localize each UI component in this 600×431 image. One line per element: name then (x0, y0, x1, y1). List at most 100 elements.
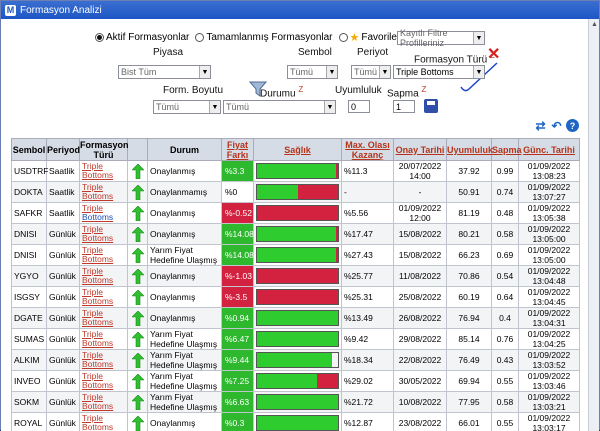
cell-sembol[interactable]: ALKIM (12, 350, 47, 371)
col-sapma[interactable]: Sapma (492, 139, 519, 161)
durumu-select[interactable]: Tümü ▼ (223, 100, 336, 114)
cell-sembol[interactable]: ISGSY (12, 287, 47, 308)
vertical-scrollbar[interactable]: ▲ (588, 19, 599, 431)
save-icon[interactable] (424, 99, 438, 113)
cell-sembol[interactable]: SAFKR (12, 203, 47, 224)
chevron-down-icon: ▼ (473, 32, 484, 44)
undo-icon[interactable]: ↶ (550, 119, 563, 132)
col-max-olasi[interactable]: Max. Olası Kazanç (342, 139, 394, 161)
cell-onay-tarihi: 26/08/2022 (394, 308, 447, 329)
col-periyod[interactable]: Periyod (47, 139, 80, 161)
col-saglik[interactable]: Sağlık (254, 139, 342, 161)
cell-onay-tarihi: 30/05/2022 (394, 371, 447, 392)
cell-sembol[interactable]: SUMAS (12, 329, 47, 350)
col-durum[interactable]: Durum (148, 139, 222, 161)
health-bar (256, 268, 339, 284)
cell-sembol[interactable]: DOKTA (12, 182, 47, 203)
cell-arrow (128, 224, 148, 245)
col-onay-tarihi[interactable]: Onay Tarihi (394, 139, 447, 161)
cell-saglik (254, 224, 342, 245)
col-uyumluluk[interactable]: Uyumluluk (447, 139, 492, 161)
sembol-select-value: Tümü (290, 67, 313, 77)
cell-sembol[interactable]: DGATE (12, 308, 47, 329)
profile-select[interactable]: Kayıtlı Filtre Profilleriniz ▼ (397, 31, 485, 45)
cell-sembol[interactable]: INVEO (12, 371, 47, 392)
cell-periyod: Günlük (47, 245, 80, 266)
periyot-select[interactable]: Tümü ▼ (351, 65, 391, 79)
uyumluluk-input[interactable]: 0 (348, 100, 370, 113)
health-bar-green (257, 311, 338, 325)
form-boyutu-select[interactable]: Tümü ▼ (153, 100, 221, 114)
sort-z-icon[interactable]: Z (421, 85, 426, 94)
cell-saglik (254, 266, 342, 287)
health-bar-green (257, 227, 336, 241)
cell-onay-tarihi: 15/08/2022 (394, 224, 447, 245)
cell-max-olasi: %25.77 (342, 266, 394, 287)
refresh-icon[interactable]: ⇄ (534, 119, 547, 132)
sapma-input[interactable]: 1 (393, 100, 415, 113)
cell-sembol[interactable]: ROYAL (12, 413, 47, 431)
cell-sembol[interactable]: DNISI (12, 224, 47, 245)
piyasa-select[interactable]: Bist Tüm ▼ (118, 65, 211, 79)
radio-dot (95, 33, 104, 42)
sort-z-icon[interactable]: Z (298, 85, 303, 94)
sort-z-icon[interactable]: Z (490, 51, 495, 60)
cell-sembol[interactable]: USDTRF (12, 161, 47, 182)
cell-sembol[interactable]: SOKM (12, 392, 47, 413)
radio-aktif[interactable]: Aktif Formasyonlar (95, 32, 189, 43)
formasyon-turu-select[interactable]: Triple Bottoms ▼ (393, 65, 485, 79)
help-icon[interactable]: ? (566, 119, 579, 132)
radio-tamamlanmis[interactable]: Tamamlanmış Formasyonlar (195, 32, 332, 43)
radio-favoriler[interactable]: ★Favoriler (339, 31, 401, 44)
sembol-select[interactable]: Tümü ▼ (287, 65, 338, 79)
col-gunc-tarihi[interactable]: Günc. Tarihi (519, 139, 580, 161)
col-fiyat-farki[interactable]: Fiyat Farkı (222, 139, 254, 161)
col-formasyon-turu[interactable]: Formasyon Türü (80, 139, 128, 161)
col-sembol[interactable]: Sembol (12, 139, 47, 161)
arrow-up-icon (132, 248, 144, 263)
cell-sembol[interactable]: YGYO (12, 266, 47, 287)
scroll-up-icon[interactable]: ▲ (589, 19, 600, 30)
cell-sembol[interactable]: DNISI (12, 245, 47, 266)
star-icon: ★ (350, 31, 360, 44)
